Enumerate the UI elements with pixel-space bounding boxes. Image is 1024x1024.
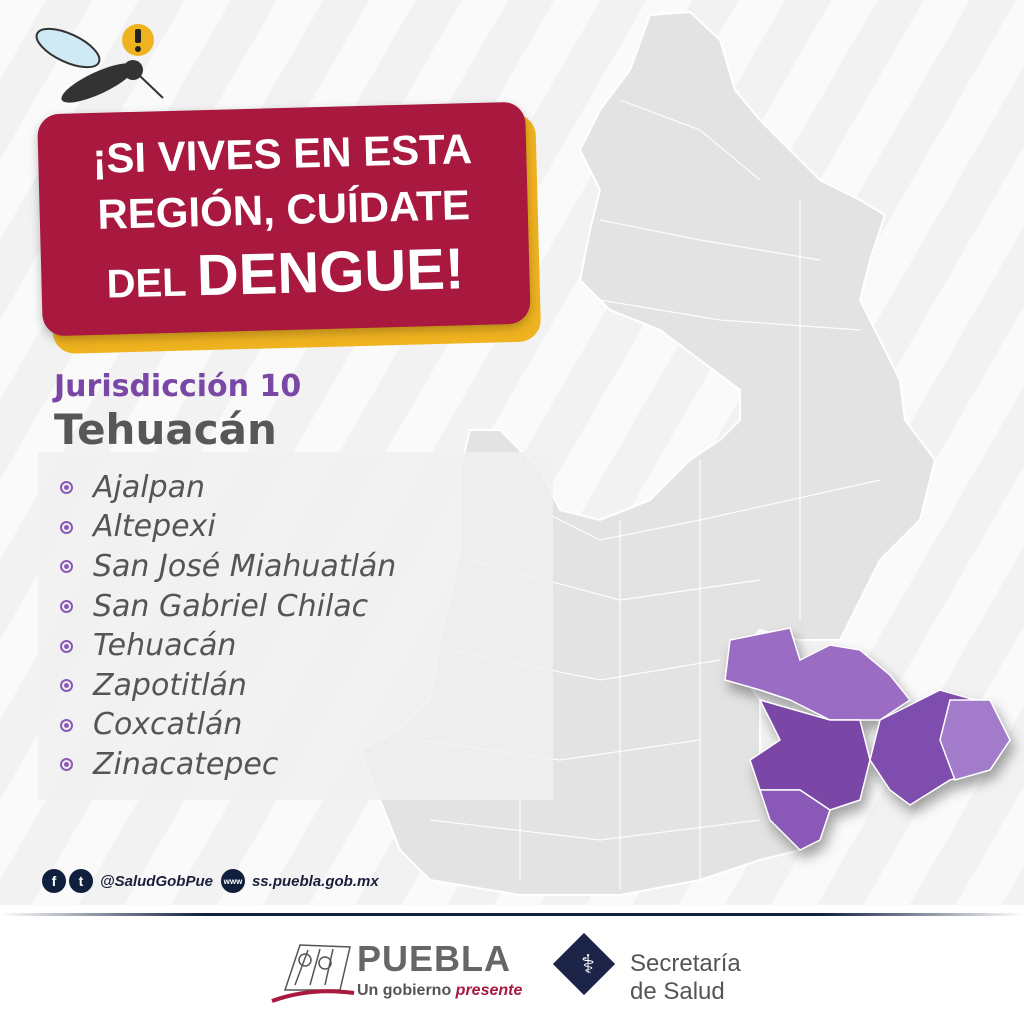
bullet-icon: [60, 758, 73, 772]
list-item: Zinacatepec: [60, 745, 396, 785]
municipality-name: Ajalpan: [93, 469, 206, 505]
headline-del: DEL: [106, 260, 187, 307]
social-bar: f t @SaludGobPue www ss.puebla.gob.mx: [42, 869, 379, 893]
bullet-icon: [60, 520, 73, 534]
headline-line-1: ¡SI VIVES EN ESTA: [91, 125, 473, 182]
www-icon: www: [220, 869, 245, 893]
bullet-icon: [60, 481, 73, 495]
headline-dengue: DENGUE!: [195, 236, 466, 309]
bullet-icon: [60, 560, 73, 574]
website-link[interactable]: ss.puebla.gob.mx: [251, 872, 379, 890]
list-item: Coxcatlán: [60, 706, 396, 746]
municipality-name: Tehuacán: [93, 628, 237, 664]
secretaria-line-2: de Salud: [630, 978, 725, 1005]
jurisdiction-name: Tehuacán: [54, 405, 277, 454]
municipality-list: Ajalpan Altepexi San José Miahuatlán San…: [60, 468, 396, 785]
bullet-icon: [60, 679, 73, 693]
municipality-name: Coxcatlán: [93, 707, 243, 743]
list-item: Altepexi: [60, 508, 396, 548]
bullet-icon: [60, 639, 73, 653]
list-item: San José Miahuatlán: [60, 547, 396, 587]
puebla-tagline: Un gobierno presente: [357, 982, 522, 1000]
region-south: [758, 789, 831, 851]
municipality-name: Zapotitlán: [93, 667, 247, 703]
list-item: Tehuacán: [60, 626, 396, 666]
tagline-part: Un gobierno: [357, 982, 452, 999]
footer-divider: [0, 913, 1024, 916]
puebla-wordmark: PUEBLA: [357, 938, 512, 979]
municipality-name: San José Miahuatlán: [93, 548, 397, 584]
facebook-icon[interactable]: f: [42, 869, 66, 893]
caduceus-icon: ⚕: [580, 950, 596, 980]
headline-line-3: DEL DENGUE!: [41, 236, 531, 319]
municipality-name: San Gabriel Chilac: [93, 588, 369, 624]
secretaria-salud-text: Secretaría de Salud: [630, 950, 741, 1006]
headline-line-2: REGIÓN, CUÍDATE: [96, 181, 471, 238]
region-far-east: [939, 699, 1011, 781]
headline-banner: ¡SI VIVES EN ESTA REGIÓN, CUÍDATE DEL DE…: [37, 101, 542, 355]
list-item: Ajalpan: [60, 468, 396, 508]
puebla-logo-icon: [271, 944, 355, 1003]
list-item: Zapotitlán: [60, 666, 396, 706]
banner-box: ¡SI VIVES EN ESTA REGIÓN, CUÍDATE DEL DE…: [37, 101, 531, 337]
twitter-icon[interactable]: t: [69, 869, 93, 893]
municipality-name: Zinacatepec: [93, 746, 279, 782]
mosquito-warning-icon: [35, 24, 164, 103]
bullet-icon: [60, 600, 73, 614]
tagline-emphasis: presente: [455, 982, 523, 999]
municipality-name: Altepexi: [93, 509, 216, 545]
list-item: San Gabriel Chilac: [60, 587, 396, 627]
social-handle[interactable]: @SaludGobPue: [100, 872, 213, 890]
tehuacan-region: [724, 627, 1011, 851]
jurisdiction-label: Jurisdicción 10: [54, 369, 302, 404]
secretaria-line-1: Secretaría: [630, 950, 741, 977]
municipality-panel: [38, 452, 553, 800]
bullet-icon: [60, 718, 73, 732]
region-north-west: [724, 627, 912, 721]
